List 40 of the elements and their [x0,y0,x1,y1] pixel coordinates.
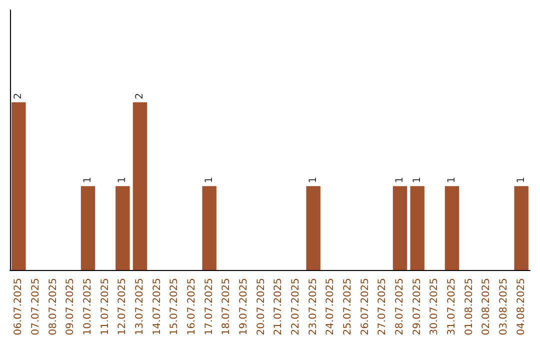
data-label: 2 [13,92,24,100]
data-label: 1 [82,176,94,184]
x-tick-label: 31.07.2025 [446,278,458,336]
x-tick-label: 22.07.2025 [290,278,302,336]
x-tick-label: 14.07.2025 [152,278,163,336]
x-tick-label: 17.07.2025 [204,278,215,336]
data-label: 1 [516,176,527,184]
x-tick-label: 07.07.2025 [30,278,42,336]
x-tick-label: 03.08.2025 [498,278,510,336]
x-tick-label: 26.07.2025 [360,278,371,336]
data-label: 1 [117,176,128,184]
x-tick-label: 25.07.2025 [342,278,354,336]
x-tick-label: 19.07.2025 [238,278,250,336]
x-tick-label: 30.07.2025 [429,278,440,336]
x-tick-label: 16.07.2025 [186,278,198,336]
x-tick-label: 04.08.2025 [516,278,527,336]
data-label: 1 [446,176,458,184]
x-tick-label: 11.07.2025 [100,278,111,336]
x-tick-label: 29.07.2025 [412,278,423,336]
data-label: 1 [308,176,319,184]
x-tick-label: 15.07.2025 [169,278,180,336]
x-tick-label: 13.07.2025 [134,278,146,336]
x-tick-label: 18.07.2025 [221,278,232,336]
x-tick-label: 23.07.2025 [308,278,319,336]
data-label: 1 [204,176,215,184]
x-tick-label: 27.07.2025 [377,278,388,336]
data-label: 1 [394,176,406,184]
x-tick-label: 12.07.2025 [117,278,128,336]
x-tick-label: 21.07.2025 [273,278,284,336]
x-tick-label: 20.07.2025 [256,278,267,336]
x-tick-label: 06.07.2025 [13,278,24,336]
data-label: 1 [412,176,423,184]
x-tick-label: 09.07.2025 [65,278,76,336]
x-tick-label: 28.07.2025 [394,278,406,336]
x-tick-label: 24.07.2025 [325,278,336,336]
x-tick-label: 02.08.2025 [481,278,492,336]
data-label: 2 [134,92,146,100]
x-tick-label: 10.07.2025 [82,278,94,336]
x-tick-label: 08.07.2025 [48,278,59,336]
x-tick-label: 01.08.2025 [464,278,475,336]
